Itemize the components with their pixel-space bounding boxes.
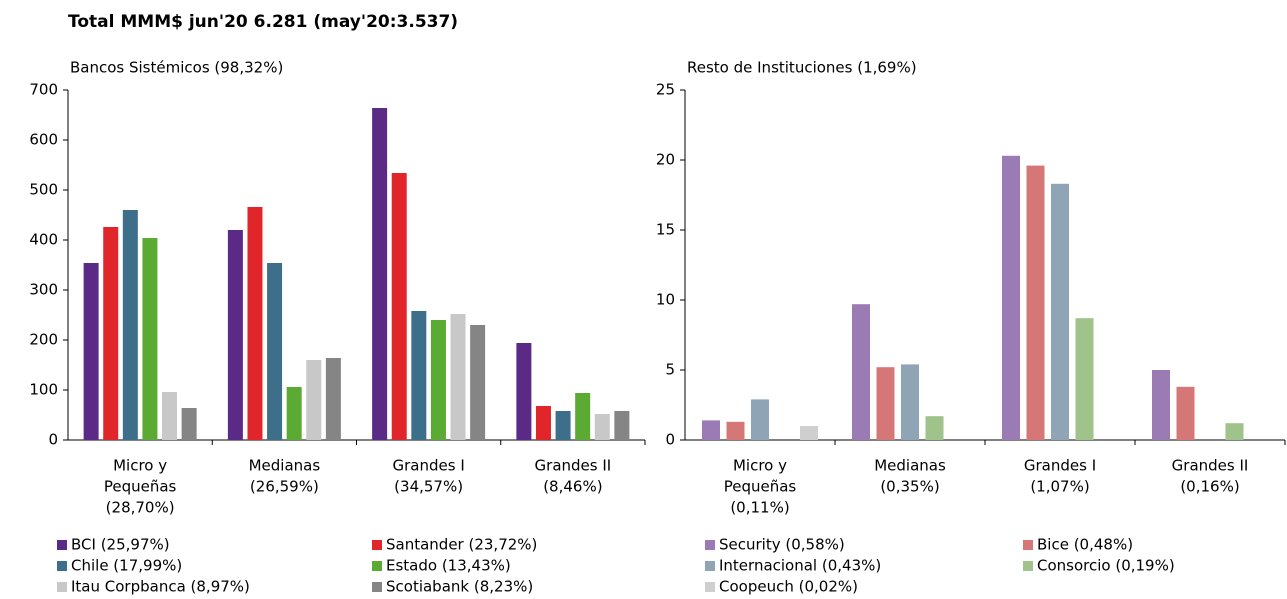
y-tick-label: 10 [656, 291, 675, 309]
y-tick-label: 200 [29, 331, 58, 349]
bar [122, 210, 138, 440]
bar [181, 408, 197, 440]
x-tick-label: Medianas [874, 457, 946, 475]
x-tick-label: Medianas [249, 457, 321, 475]
bar [1002, 155, 1020, 441]
bar [103, 227, 119, 440]
bar [162, 392, 178, 440]
legend-swatch [1023, 561, 1033, 571]
bar [555, 411, 571, 440]
legend-label: Security (0,58%) [719, 536, 845, 554]
y-tick-label: 20 [656, 151, 675, 169]
x-tick-label: (0,11%) [730, 499, 789, 517]
bar [702, 420, 720, 440]
bar [535, 406, 551, 440]
y-tick-label: 700 [29, 81, 58, 99]
legend-label: Scotiabank (8,23%) [386, 578, 533, 596]
bar [247, 207, 263, 440]
x-tick-label: Grandes II [1172, 457, 1249, 475]
x-tick-label: Micro y [733, 457, 787, 475]
legend-label: Internacional (0,43%) [719, 557, 881, 575]
legend-swatch [372, 540, 382, 550]
bar [470, 325, 486, 440]
x-tick-label: Grandes II [535, 457, 612, 475]
bar [83, 263, 99, 440]
x-tick-label: (0,35%) [880, 478, 939, 496]
x-tick-label: Pequeñas [104, 478, 177, 496]
y-tick-label: 25 [656, 81, 675, 99]
bar [372, 108, 388, 440]
x-tick-label: Pequeñas [724, 478, 797, 496]
bar [800, 426, 818, 440]
y-tick-label: 5 [665, 361, 675, 379]
legend-label: Consorcio (0,19%) [1037, 557, 1175, 575]
legend-label: Estado (13,43%) [386, 557, 511, 575]
legend-label: Bice (0,48%) [1037, 536, 1133, 554]
legend-label: Coopeuch (0,02%) [719, 578, 858, 596]
legend-label: BCI (25,97%) [71, 536, 170, 554]
bar [306, 360, 322, 440]
y-tick-label: 300 [29, 281, 58, 299]
bar [1225, 423, 1244, 440]
bar [286, 387, 302, 440]
y-tick-label: 15 [656, 221, 675, 239]
y-tick-label: 0 [665, 431, 675, 449]
bar [852, 304, 870, 440]
bar [925, 416, 944, 440]
bar [1075, 318, 1094, 440]
legend-swatch [57, 561, 67, 571]
x-tick-label: (8,46%) [543, 478, 602, 496]
legend-swatch [705, 582, 715, 592]
legend-label: Chile (17,99%) [71, 557, 182, 575]
x-tick-label: Micro y [113, 457, 167, 475]
bar [1026, 165, 1045, 440]
bar [267, 263, 283, 440]
bar [430, 320, 446, 440]
page-title: Total MMM$ jun'20 6.281 (may'20:3.537) [68, 12, 458, 32]
bar [901, 364, 919, 440]
legend-swatch [57, 540, 67, 550]
bar [142, 238, 158, 440]
x-tick-label: (26,59%) [250, 478, 319, 496]
bar [1051, 183, 1069, 441]
y-tick-label: 600 [29, 131, 58, 149]
x-tick-label: (34,57%) [394, 478, 463, 496]
y-tick-label: 500 [29, 181, 58, 199]
x-tick-label: Grandes I [1024, 457, 1096, 475]
x-tick-label: (0,16%) [1180, 478, 1239, 496]
legend-swatch [372, 561, 382, 571]
bar [575, 393, 591, 440]
bar [1176, 386, 1195, 440]
bar [726, 421, 745, 440]
bar [391, 173, 407, 440]
bar [325, 358, 341, 440]
bar [614, 411, 630, 440]
y-tick-label: 400 [29, 231, 58, 249]
chart-title: Bancos Sistémicos (98,32%) [70, 59, 283, 77]
bar [594, 414, 610, 440]
legend-label: Itau Corpbanca (8,97%) [71, 578, 250, 596]
bar [876, 367, 895, 440]
y-tick-label: 0 [48, 431, 58, 449]
y-tick-label: 100 [29, 381, 58, 399]
legend-swatch [57, 582, 67, 592]
bar [227, 230, 243, 440]
bar [411, 311, 427, 440]
x-tick-label: (28,70%) [106, 499, 175, 517]
bar [450, 314, 466, 440]
legend-swatch [705, 540, 715, 550]
x-tick-label: (1,07%) [1030, 478, 1089, 496]
bar [1152, 370, 1170, 440]
bar [751, 399, 769, 440]
x-tick-label: Grandes I [393, 457, 465, 475]
legend-label: Santander (23,72%) [386, 536, 537, 554]
legend-swatch [372, 582, 382, 592]
legend-swatch [705, 561, 715, 571]
chart-title: Resto de Instituciones (1,69%) [687, 59, 917, 77]
legend-swatch [1023, 540, 1033, 550]
bar [516, 343, 532, 440]
